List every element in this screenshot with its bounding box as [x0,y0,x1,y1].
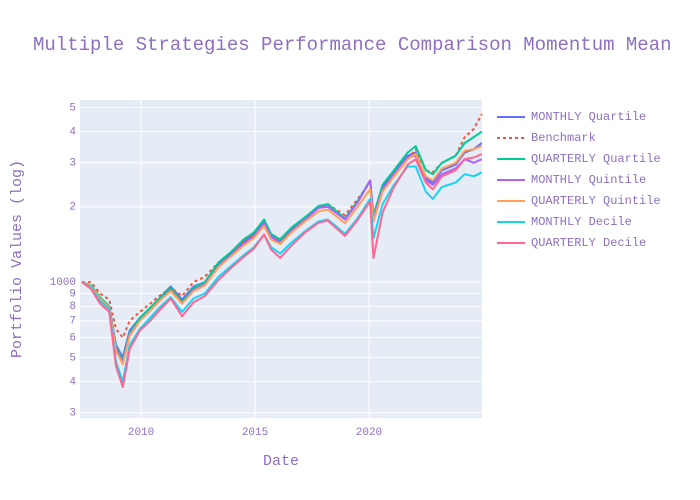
y-tick-label: 4 [69,376,76,388]
y-tick-label: 6 [69,332,76,344]
legend-label: MONTHLY Quintile [531,173,646,187]
x-tick-label: 2020 [356,427,382,439]
series-line [81,165,483,383]
legend-label: Benchmark [531,131,596,145]
series-line [81,130,483,361]
legend-label: QUARTERLY Quintile [531,194,661,208]
x-tick-label: 2010 [128,427,154,439]
lines [81,113,483,389]
y-tick-label: 3 [69,158,76,170]
y-axis-title: Portfolio Values (log) [9,160,26,358]
y-tick-label: 7 [69,316,76,328]
legend-label: MONTHLY Decile [531,215,632,229]
y-tick-label: 3 [69,408,76,420]
grid [80,100,482,418]
chart-title: Multiple Strategies Performance Comparis… [33,34,672,56]
x-tick-label: 2015 [242,427,268,439]
y-tick-label: 5 [69,352,76,364]
series-line [81,153,483,389]
y-tick-label: 1000 [50,277,76,289]
legend-label: MONTHLY Quartile [531,110,646,124]
legend: MONTHLY Quartile Benchmark QUARTERLY Quart… [497,110,661,250]
y-tick-label: 9 [69,288,76,300]
y-tick-label: 2 [69,202,76,214]
y-tick-label: 4 [69,126,76,138]
x-axis-title: Date [263,453,299,470]
y-tick-label: 5 [69,102,76,114]
legend-label: QUARTERLY Quartile [531,152,661,166]
plot-area [80,100,482,418]
y-tick-label: 8 [69,301,76,313]
legend-label: QUARTERLY Decile [531,236,646,250]
series-line [81,145,483,366]
